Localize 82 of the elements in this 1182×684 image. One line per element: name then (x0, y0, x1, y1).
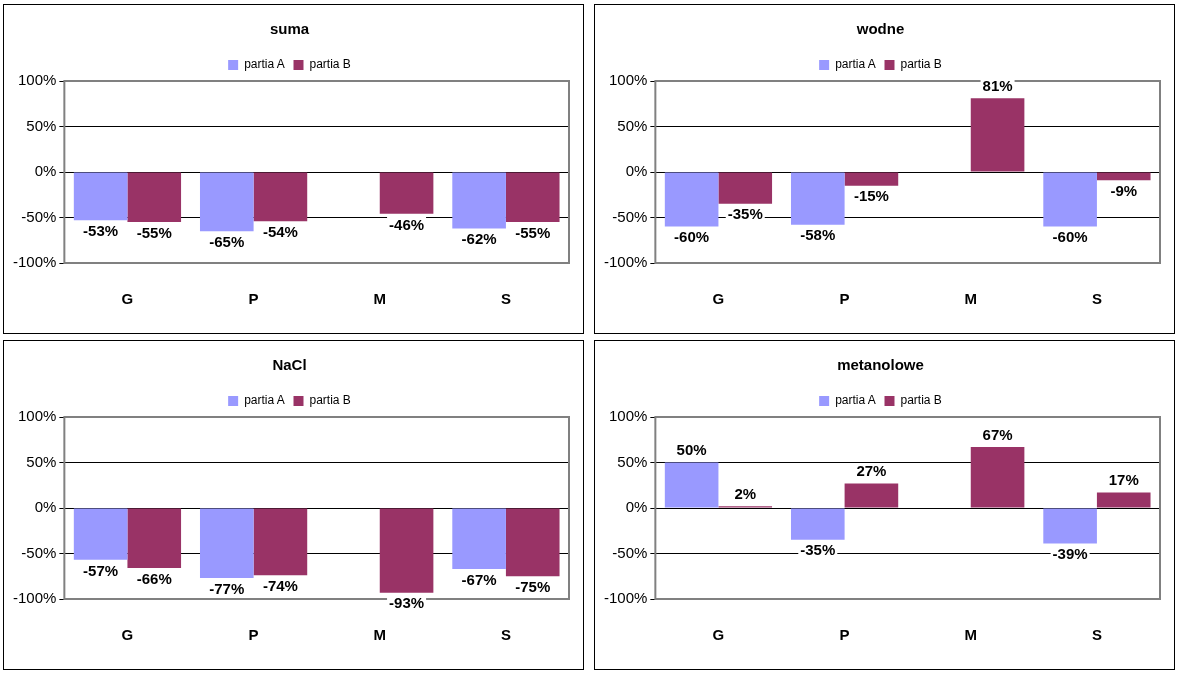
x-tick-label: S (500, 290, 511, 308)
y-tick-label: 50% (617, 452, 648, 470)
data-label: -75% (515, 577, 551, 595)
data-label: 50% (676, 441, 707, 459)
legend-label: partia A (835, 57, 876, 72)
x-tick-label: G (712, 290, 725, 308)
y-tick-label: 50% (26, 452, 57, 470)
y-tick-label: 50% (617, 116, 648, 134)
y-tick-label: -100% (13, 589, 57, 607)
legend-label: partia A (835, 393, 876, 408)
data-label: -15% (853, 187, 889, 205)
x-tick-label: S (1091, 626, 1102, 644)
y-tick-label: 100% (608, 71, 648, 89)
legend-label: partia B (900, 57, 942, 72)
data-label: -9% (1110, 181, 1138, 199)
legend-label: partia B (309, 393, 351, 408)
x-tick-label: P (248, 626, 259, 644)
data-label: -67% (461, 570, 497, 588)
y-tick-label: 0% (625, 498, 648, 516)
legend-label: partia B (309, 57, 351, 72)
x-tick-label: S (1091, 290, 1102, 308)
data-label: 81% (982, 76, 1013, 94)
x-tick-label: M (373, 290, 387, 308)
bar (790, 508, 845, 540)
data-label: -66% (136, 569, 172, 587)
data-label: -54% (262, 222, 298, 240)
data-label: -60% (1052, 228, 1088, 246)
data-label: -57% (83, 561, 119, 579)
legend-label: partia A (244, 393, 285, 408)
x-tick-label: M (964, 626, 978, 644)
y-tick-label: 100% (608, 407, 648, 425)
x-tick-label: G (121, 290, 134, 308)
x-tick-label: M (964, 290, 978, 308)
x-tick-label: G (712, 626, 725, 644)
data-label: 27% (856, 462, 887, 480)
y-tick-label: -100% (604, 253, 648, 271)
y-tick-label: -100% (604, 589, 648, 607)
chart-title: NaCl (272, 356, 307, 374)
data-label: 2% (734, 484, 757, 502)
x-tick-label: G (121, 626, 134, 644)
data-label: 67% (982, 425, 1013, 443)
x-tick-label: S (500, 626, 511, 644)
bar (1043, 508, 1097, 544)
data-label: 17% (1108, 471, 1139, 489)
y-tick-label: -100% (13, 253, 57, 271)
bar (844, 483, 899, 508)
data-label: -35% (800, 541, 836, 559)
y-tick-label: 0% (625, 162, 648, 180)
data-label: -35% (727, 205, 763, 223)
y-tick-label: 100% (17, 407, 57, 425)
x-tick-label: P (839, 626, 850, 644)
x-tick-label: P (839, 290, 850, 308)
y-tick-label: -50% (21, 543, 57, 561)
data-label: -77% (209, 579, 245, 597)
y-tick-label: 0% (34, 162, 57, 180)
y-tick-label: 50% (26, 116, 57, 134)
data-label: -46% (389, 215, 425, 233)
data-label: -62% (461, 230, 497, 248)
y-tick-label: 100% (17, 71, 57, 89)
data-label: -65% (209, 232, 245, 250)
data-label: -93% (389, 594, 425, 612)
chart-title: suma (269, 20, 310, 38)
y-tick-label: -50% (612, 543, 648, 561)
legend-label: partia A (244, 57, 285, 72)
x-tick-label: P (248, 290, 259, 308)
bar (1096, 492, 1151, 508)
bar (970, 447, 1025, 508)
chart-title: metanolowe (837, 356, 924, 374)
y-tick-label: -50% (612, 207, 648, 225)
x-tick-label: M (373, 626, 387, 644)
data-label: -60% (674, 228, 710, 246)
legend-label: partia B (900, 393, 942, 408)
y-tick-label: -50% (21, 207, 57, 225)
y-tick-label: 0% (34, 498, 57, 516)
data-label: -53% (83, 221, 119, 239)
bar (664, 462, 719, 508)
data-label: -74% (262, 576, 298, 594)
data-label: -39% (1052, 545, 1088, 563)
data-label: -58% (800, 226, 836, 244)
chart-title: wodne (855, 20, 905, 38)
data-label: -55% (136, 223, 172, 241)
data-label: -55% (515, 223, 551, 241)
